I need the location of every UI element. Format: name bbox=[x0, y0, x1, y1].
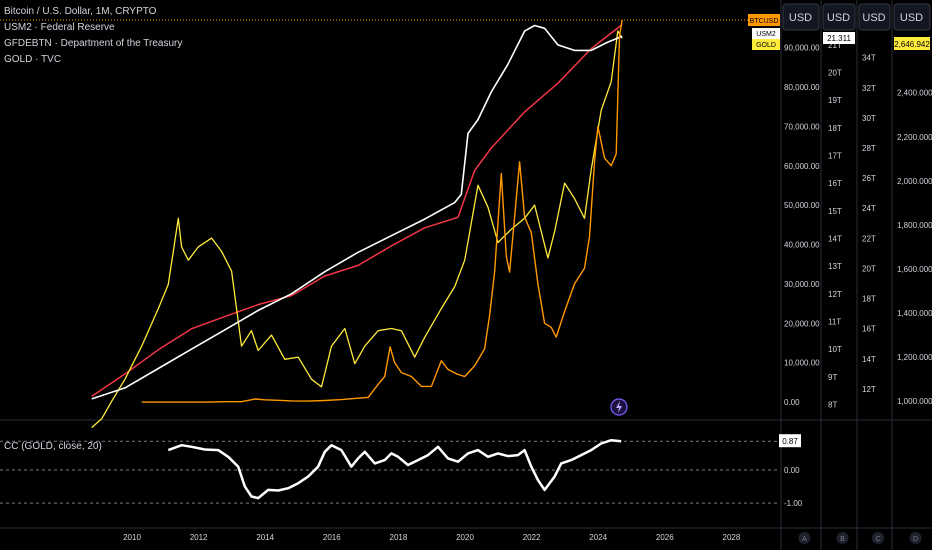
time-axis-tick: 2020 bbox=[456, 533, 474, 542]
debt-axis-tick: 20T bbox=[862, 264, 876, 273]
axis-letter-badge bbox=[909, 532, 922, 544]
debt-axis-tick: 26T bbox=[862, 174, 876, 183]
debt-axis-tick: 30T bbox=[862, 114, 876, 123]
btc-price-badge bbox=[748, 14, 780, 26]
m2-axis-tick: 9T bbox=[828, 373, 837, 382]
oscillator-label: CC (GOLD, close, 20) bbox=[4, 441, 102, 452]
m2-axis-tick: 17T bbox=[828, 152, 842, 161]
btc-axis-tick: 60,000.00 bbox=[784, 162, 820, 171]
m2-axis-tick: 13T bbox=[828, 262, 842, 271]
currency-button bbox=[822, 3, 856, 31]
oscillator-last-value: 0.87 bbox=[782, 437, 798, 446]
gold-badge-label: GOLD bbox=[756, 42, 776, 49]
debt-axis-tick: 12T bbox=[862, 385, 876, 394]
time-axis-tick: 2026 bbox=[656, 533, 674, 542]
m2-axis-tick: 14T bbox=[828, 235, 842, 244]
m2-axis-tick: 18T bbox=[828, 124, 842, 133]
m2-series-line bbox=[91, 24, 623, 400]
axis-letter: A bbox=[802, 536, 807, 543]
gold-series-line bbox=[91, 30, 623, 429]
currency-label[interactable]: USD bbox=[789, 12, 812, 24]
debt-axis-tick: 18T bbox=[862, 295, 876, 304]
m2-axis-tick: 21T bbox=[828, 41, 842, 50]
oscillator-axis-tick: 0.00 bbox=[784, 466, 800, 475]
chart-legend: Bitcoin / U.S. Dollar, 1M, CRYPTO USM2 ·… bbox=[4, 4, 182, 68]
m2-axis-tick: 10T bbox=[828, 345, 842, 354]
time-axis-tick: 2022 bbox=[523, 533, 541, 542]
m2-axis-tick: 20T bbox=[828, 69, 842, 78]
btc-axis-tick: 80,000.00 bbox=[784, 83, 820, 92]
legend-btcusd: Bitcoin / U.S. Dollar, 1M, CRYPTO bbox=[4, 6, 157, 17]
axis-letter: C bbox=[875, 536, 880, 543]
btc-axis-tick: 70,000.00 bbox=[784, 122, 820, 131]
currency-button bbox=[858, 3, 891, 31]
currency-label[interactable]: USD bbox=[862, 12, 885, 24]
time-axis-tick: 2024 bbox=[589, 533, 607, 542]
currency-label[interactable]: USD bbox=[827, 12, 850, 24]
gold-axis-tick: 1,400.000 bbox=[897, 309, 932, 318]
oscillator-series-line bbox=[167, 438, 622, 500]
debt-axis-tick: 22T bbox=[862, 234, 876, 243]
btc-series-line bbox=[141, 19, 623, 403]
debt-series-line bbox=[91, 23, 623, 398]
gold-axis-tick: 1,600.000 bbox=[897, 265, 932, 274]
gold-axis-tick: 1,000.000 bbox=[897, 397, 932, 406]
debt-axis-tick: 24T bbox=[862, 204, 876, 213]
btc-axis-tick: 90,000.00 bbox=[784, 44, 820, 53]
oscillator-last-badge bbox=[779, 434, 801, 448]
debt-axis-tick: 34T bbox=[862, 54, 876, 63]
time-axis-tick: 2028 bbox=[723, 533, 741, 542]
btc-axis-tick: 50,000.00 bbox=[784, 201, 820, 210]
lightning-icon-glyph bbox=[616, 401, 622, 413]
m2-axis-tick: 19T bbox=[828, 96, 842, 105]
gold-axis-tick: 1,800.000 bbox=[897, 221, 932, 230]
axis-letter: B bbox=[840, 536, 845, 543]
time-axis-tick: 2014 bbox=[256, 533, 274, 542]
axis-letter: D bbox=[913, 536, 918, 543]
gold-value-text: 2,646.942 bbox=[894, 40, 930, 49]
btc-axis-tick: 20,000.00 bbox=[784, 319, 820, 328]
debt-axis-tick: 14T bbox=[862, 355, 876, 364]
gold-axis-tick: 1,200.000 bbox=[897, 353, 932, 362]
btc-badge-label: BTCUSD bbox=[750, 18, 779, 25]
legend-usm2: USM2 · Federal Reserve bbox=[4, 22, 115, 33]
time-axis-tick: 2018 bbox=[390, 533, 408, 542]
m2-badge-label: USM2 bbox=[756, 31, 776, 38]
m2-axis-tick: 8T bbox=[828, 400, 837, 409]
time-axis-tick: 2016 bbox=[323, 533, 341, 542]
debt-axis-tick: 32T bbox=[862, 84, 876, 93]
m2-axis-tick: 12T bbox=[828, 290, 842, 299]
btc-axis-tick: 0.00 bbox=[784, 398, 800, 407]
time-axis-tick: 2012 bbox=[190, 533, 208, 542]
m2-value-badge bbox=[823, 32, 855, 44]
gold-axis-tick: 2,400.000 bbox=[897, 89, 932, 98]
btc-axis-tick: 30,000.00 bbox=[784, 280, 820, 289]
gold-value-badge bbox=[894, 37, 930, 50]
currency-button bbox=[893, 3, 931, 31]
gold-axis-tick: 2,000.000 bbox=[897, 177, 932, 186]
time-axis-tick: 2010 bbox=[123, 533, 141, 542]
axis-letter-badge bbox=[836, 532, 849, 544]
m2-price-badge bbox=[752, 28, 780, 39]
gold-price-badge bbox=[752, 39, 780, 50]
m2-axis-tick: 16T bbox=[828, 179, 842, 188]
axis-letter-badge bbox=[872, 532, 884, 544]
debt-axis-tick: 16T bbox=[862, 325, 876, 334]
btc-axis-tick: 40,000.00 bbox=[784, 241, 820, 250]
m2-axis-tick: 15T bbox=[828, 207, 842, 216]
currency-label[interactable]: USD bbox=[900, 12, 923, 24]
m2-value-text: 21.311 bbox=[827, 34, 851, 43]
btc-axis-tick: 10,000.00 bbox=[784, 359, 820, 368]
gold-axis-tick: 2,200.000 bbox=[897, 133, 932, 142]
legend-gold: GOLD · TVC bbox=[4, 54, 62, 65]
m2-axis-tick: 11T bbox=[828, 317, 841, 326]
debt-axis-tick: 28T bbox=[862, 144, 876, 153]
axis-letter-badge bbox=[798, 532, 811, 544]
legend-gfdebtn: GFDEBTN · Department of the Treasury bbox=[4, 38, 183, 49]
currency-button bbox=[782, 3, 820, 31]
oscillator-axis-tick: -1.00 bbox=[784, 499, 803, 508]
